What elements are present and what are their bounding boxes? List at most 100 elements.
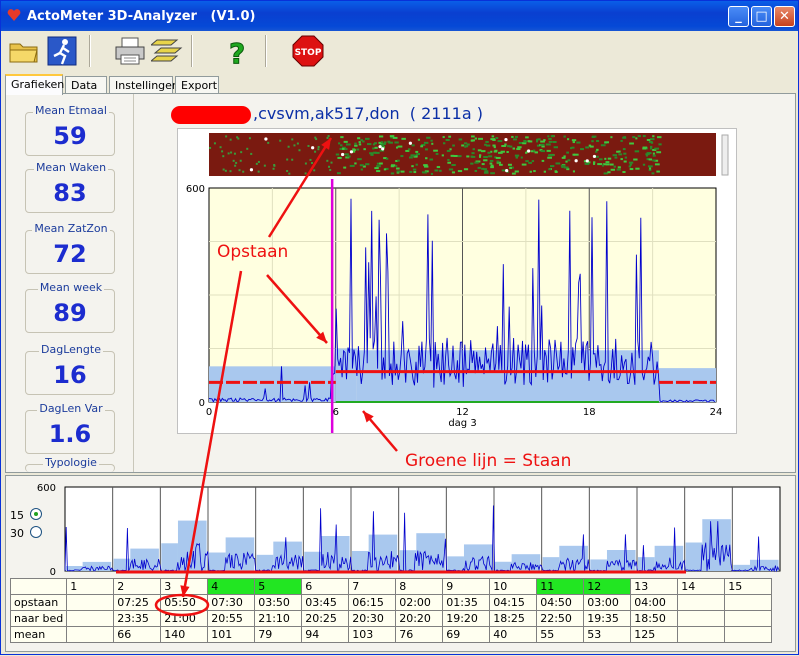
table-cell[interactable] (66, 610, 115, 627)
heatmap-cell (490, 172, 495, 175)
table-cell[interactable]: 22:50 (536, 610, 585, 627)
column-header[interactable]: 11 (536, 578, 585, 595)
heatmap-cell (652, 154, 656, 157)
column-header[interactable]: 6 (301, 578, 350, 595)
toolbar-separator (191, 35, 193, 67)
heatmap-cell (635, 167, 640, 170)
table-cell[interactable]: 125 (630, 626, 679, 643)
print-icon[interactable] (113, 34, 147, 68)
table-cell[interactable]: 55 (536, 626, 585, 643)
column-header[interactable]: 2 (113, 578, 162, 595)
stop-icon[interactable]: STOP (291, 34, 325, 68)
table-cell[interactable]: 03:45 (301, 594, 350, 611)
table-cell[interactable]: 03:50 (254, 594, 303, 611)
row-label: mean (9, 626, 68, 643)
heatmap-cell (571, 139, 577, 142)
column-header[interactable]: 3 (160, 578, 209, 595)
table-cell[interactable]: 19:35 (583, 610, 632, 627)
table-cell[interactable] (677, 626, 726, 643)
table-cell[interactable]: 103 (348, 626, 397, 643)
table-cell[interactable] (66, 594, 115, 611)
column-header[interactable]: 15 (724, 578, 773, 595)
heatmap-cell (412, 168, 417, 171)
table-cell[interactable] (724, 594, 773, 611)
heatmap-cell (446, 149, 451, 152)
table-cell[interactable]: 23:35 (113, 610, 162, 627)
column-header[interactable]: 1 (66, 578, 115, 595)
heatmap-cell (279, 139, 282, 142)
minimize-button[interactable]: _ (728, 6, 749, 27)
table-cell[interactable]: 20:30 (348, 610, 397, 627)
table-cell[interactable]: 20:25 (301, 610, 350, 627)
table-cell[interactable]: 20:55 (207, 610, 256, 627)
table-cell[interactable]: 07:30 (207, 594, 256, 611)
heatmap-cell (327, 135, 330, 138)
table-cell[interactable]: 21:10 (254, 610, 303, 627)
tab-grafieken[interactable]: Grafieken (5, 74, 64, 95)
table-cell[interactable]: 94 (301, 626, 350, 643)
table-cell[interactable]: 40 (489, 626, 538, 643)
column-header[interactable]: 12 (583, 578, 632, 595)
table-row: opstaan 07:25 05:50 07:30 03:50 03:45 06:15 02:… (9, 594, 773, 611)
heatmap-cell (658, 143, 662, 146)
table-cell[interactable] (677, 610, 726, 627)
radio-30[interactable] (30, 526, 42, 538)
table-cell[interactable]: 05:50 (160, 594, 209, 611)
tab-export[interactable]: Export (175, 76, 219, 94)
table-cell[interactable]: 04:00 (630, 594, 679, 611)
table-cell[interactable]: 18:50 (630, 610, 679, 627)
table-cell[interactable]: 20:20 (395, 610, 444, 627)
run-analysis-icon[interactable] (45, 34, 79, 68)
table-cell[interactable]: 101 (207, 626, 256, 643)
radio-30-label: 30 (10, 527, 24, 540)
table-cell[interactable]: 03:00 (583, 594, 632, 611)
table-cell[interactable] (677, 594, 726, 611)
column-header[interactable]: 10 (489, 578, 538, 595)
day-table: 1 2 3 4 5 6 7 8 9 10 11 12 13 14 15 opstaan 07:25 05:50 07… (9, 578, 773, 643)
heatmap-cell (598, 158, 603, 161)
table-cell[interactable] (724, 610, 773, 627)
table-cell[interactable]: 04:50 (536, 594, 585, 611)
table-cell[interactable]: 02:00 (395, 594, 444, 611)
stat-label: DagLengte (39, 343, 103, 356)
table-cell[interactable]: 76 (395, 626, 444, 643)
column-header[interactable]: 8 (395, 578, 444, 595)
export-lines-icon[interactable] (151, 34, 185, 68)
table-cell[interactable]: 66 (113, 626, 162, 643)
table-cell[interactable]: 18:25 (489, 610, 538, 627)
heatmap-cell (501, 169, 507, 172)
close-button[interactable]: ✕ (774, 6, 795, 27)
column-header[interactable]: 5 (254, 578, 303, 595)
column-header[interactable]: 4 (207, 578, 256, 595)
heatmap-cell (500, 150, 505, 153)
table-cell[interactable]: 04:15 (489, 594, 538, 611)
heatmap-cell (240, 151, 243, 154)
help-icon[interactable]: ? (221, 34, 255, 69)
table-cell[interactable]: 53 (583, 626, 632, 643)
heatmap-cell (604, 157, 607, 160)
table-cell[interactable]: 21:00 (160, 610, 209, 627)
column-header[interactable]: 9 (442, 578, 491, 595)
table-cell[interactable]: 07:25 (113, 594, 162, 611)
column-header[interactable]: 7 (348, 578, 397, 595)
column-header[interactable] (9, 578, 68, 595)
tab-data[interactable]: Data (65, 76, 107, 94)
table-cell[interactable] (724, 626, 773, 643)
table-cell[interactable]: 79 (254, 626, 303, 643)
heatmap-cell (351, 150, 356, 153)
table-cell[interactable] (66, 626, 115, 643)
column-header[interactable]: 14 (677, 578, 726, 595)
tab-instellingen[interactable]: Instellingen (109, 76, 179, 94)
table-cell[interactable]: 140 (160, 626, 209, 643)
table-cell[interactable]: 01:35 (442, 594, 491, 611)
heatmap-cell (543, 139, 546, 142)
title-bar[interactable]: ActoMeter 3D-Analyzer (V1.0) _ □ ✕ (1, 1, 798, 31)
table-cell[interactable]: 69 (442, 626, 491, 643)
heatmap-cell (317, 146, 320, 149)
column-header[interactable]: 13 (630, 578, 679, 595)
table-cell[interactable]: 19:20 (442, 610, 491, 627)
radio-15[interactable] (30, 508, 42, 520)
open-folder-icon[interactable] (7, 34, 41, 68)
maximize-button[interactable]: □ (751, 6, 772, 27)
table-cell[interactable]: 06:15 (348, 594, 397, 611)
